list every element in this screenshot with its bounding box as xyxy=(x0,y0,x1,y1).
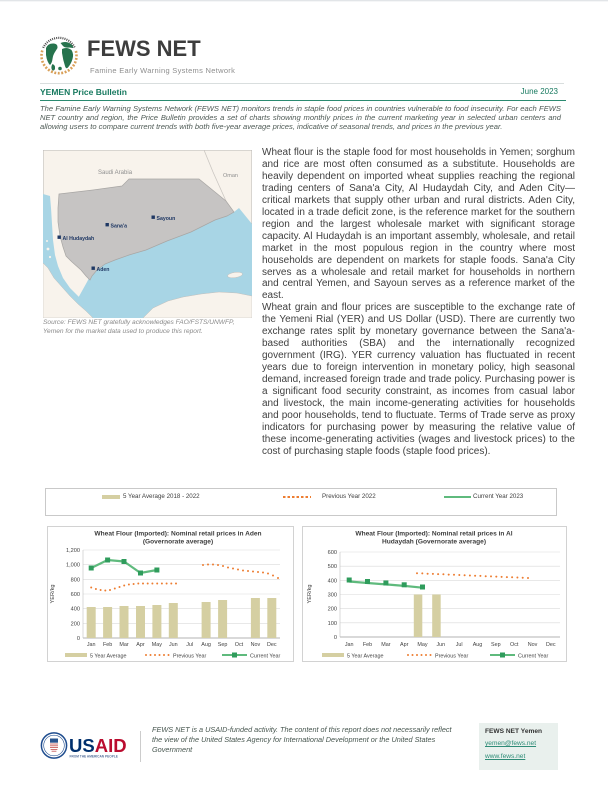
svg-text:400: 400 xyxy=(71,607,80,613)
svg-text:Jan: Jan xyxy=(345,642,354,648)
svg-text:5 Year Average: 5 Year Average xyxy=(90,654,126,660)
svg-text:Apr: Apr xyxy=(400,642,409,648)
svg-text:200: 200 xyxy=(71,621,80,627)
svg-text:Aug: Aug xyxy=(473,642,483,648)
svg-text:Oct: Oct xyxy=(510,642,519,648)
svg-text:USAID: USAID xyxy=(69,735,127,756)
svg-text:500: 500 xyxy=(328,564,337,570)
svg-text:Aden: Aden xyxy=(97,267,110,273)
svg-text:Sep: Sep xyxy=(218,642,228,648)
svg-text:YER/kg: YER/kg xyxy=(50,585,56,604)
svg-text:Jun: Jun xyxy=(169,642,178,648)
svg-text:May: May xyxy=(417,642,427,648)
svg-text:Nov: Nov xyxy=(251,642,261,648)
svg-text:Jul: Jul xyxy=(456,642,463,648)
svg-text:600: 600 xyxy=(328,550,337,556)
svg-text:100: 100 xyxy=(328,621,337,627)
svg-text:0: 0 xyxy=(334,635,337,641)
svg-text:Previous Year: Previous Year xyxy=(435,654,468,660)
svg-text:Sayoun: Sayoun xyxy=(157,216,176,222)
svg-text:FROM THE AMERICAN PEOPLE: FROM THE AMERICAN PEOPLE xyxy=(70,755,118,759)
svg-text:Apr: Apr xyxy=(136,642,145,648)
svg-text:Saudi Arabia: Saudi Arabia xyxy=(98,170,133,176)
svg-text:(Governorate average): (Governorate average) xyxy=(143,539,213,546)
svg-text:Jan: Jan xyxy=(87,642,96,648)
svg-text:Nov: Nov xyxy=(528,642,538,648)
svg-text:1,200: 1,200 xyxy=(66,548,80,554)
svg-text:Wheat Flour (Imported): Nomina: Wheat Flour (Imported): Nominal retail p… xyxy=(94,531,261,538)
svg-text:Current Year: Current Year xyxy=(518,654,548,660)
svg-text:1,000: 1,000 xyxy=(66,563,80,569)
svg-text:5 Year Average: 5 Year Average xyxy=(347,654,383,660)
svg-text:May: May xyxy=(152,642,162,648)
svg-text:Dec: Dec xyxy=(267,642,277,648)
svg-text:600: 600 xyxy=(71,592,80,598)
svg-text:Oct: Oct xyxy=(235,642,244,648)
svg-text:Current Year: Current Year xyxy=(250,654,280,660)
svg-text:Jun: Jun xyxy=(436,642,445,648)
svg-text:Mar: Mar xyxy=(119,642,128,648)
svg-text:Sana'a: Sana'a xyxy=(111,224,128,230)
svg-text:Sep: Sep xyxy=(491,642,501,648)
svg-text:Al Hudaydah: Al Hudaydah xyxy=(63,236,95,242)
svg-text:Hudaydah (Governorate average): Hudaydah (Governorate average) xyxy=(382,539,486,546)
svg-text:YER/kg: YER/kg xyxy=(307,585,313,604)
svg-text:Oman: Oman xyxy=(223,173,238,179)
svg-text:Mar: Mar xyxy=(381,642,390,648)
svg-text:Aug: Aug xyxy=(201,642,211,648)
svg-text:Feb: Feb xyxy=(363,642,372,648)
svg-text:Previous Year: Previous Year xyxy=(173,654,206,660)
svg-text:200: 200 xyxy=(328,607,337,613)
svg-text:Feb: Feb xyxy=(103,642,112,648)
svg-text:800: 800 xyxy=(71,577,80,583)
svg-text:Jul: Jul xyxy=(186,642,193,648)
svg-text:300: 300 xyxy=(328,593,337,599)
svg-text:Dec: Dec xyxy=(546,642,556,648)
svg-text:400: 400 xyxy=(328,578,337,584)
svg-text:0: 0 xyxy=(77,636,80,642)
svg-text:Wheat Flour (Imported): Nomina: Wheat Flour (Imported): Nominal retail p… xyxy=(355,531,512,538)
